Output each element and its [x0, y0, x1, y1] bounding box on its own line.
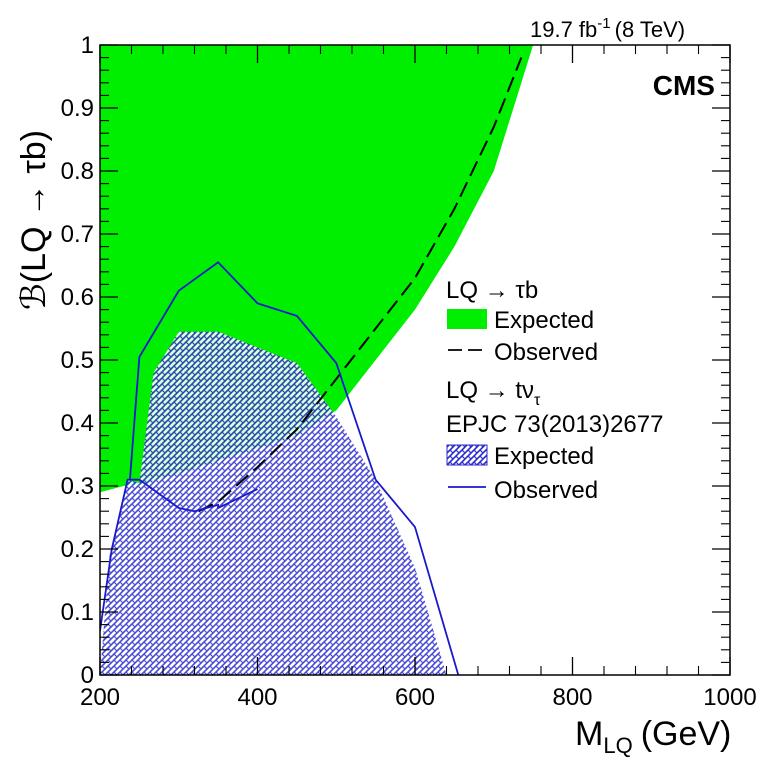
plot-area [100, 45, 534, 675]
tau-b-observed-line [197, 57, 523, 513]
x-tick-label: 400 [237, 684, 277, 711]
legend-group2-header: LQ → tντ [446, 377, 541, 409]
y-tick-label: 0.5 [61, 347, 94, 374]
x-tick-label: 1000 [703, 684, 756, 711]
lumi-value: 19.7 fb [530, 17, 597, 42]
x-tick-label: 600 [395, 684, 435, 711]
y-tick-label: 0.8 [61, 158, 94, 185]
y-axis-title: ℬ(LQ → τb) [15, 130, 53, 310]
legend-t-nu-observed-label: Observed [494, 477, 598, 504]
y-tick-label: 0 [81, 662, 94, 689]
x-axis-title-main: M [575, 715, 603, 753]
legend-group1-header: LQ → τb [446, 277, 538, 304]
x-axis-title: MLQ (GeV) [575, 715, 731, 758]
lumi-energy: (8 TeV) [615, 17, 686, 42]
legend-group2-header-sub: τ [534, 392, 541, 409]
x-tick-label: 200 [80, 684, 120, 711]
axis-ticks: 200 400 600 800 1000 0 0.1 0.2 0.3 0.4 0.5 0.6 0.7 0.… [61, 32, 757, 711]
legend-t-nu-expected-label: Expected [494, 443, 594, 470]
legend-t-nu-expected-swatch [446, 444, 488, 466]
t-nu-observed-line-upper [129, 261, 460, 675]
t-nu-observed-line-lower [100, 478, 258, 632]
t-nu-expected-region [100, 331, 447, 675]
y-tick-label: 0.1 [61, 599, 94, 626]
legend-group2-reference: EPJC 73(2013)2677 [446, 411, 663, 438]
lumi-exponent: -1 [597, 15, 610, 32]
y-tick-label: 1 [81, 32, 94, 59]
y-tick-label: 0.4 [61, 410, 94, 437]
legend-tau-b-expected-label: Expected [494, 307, 594, 334]
luminosity-label: 19.7 fb-1 (8 TeV) [530, 15, 685, 42]
x-axis-title-unit: (GeV) [641, 715, 732, 753]
legend-group2-header-main: LQ → tν [446, 377, 534, 404]
y-tick-label: 0.6 [61, 284, 94, 311]
legend-tau-b-observed-label: Observed [494, 339, 598, 366]
legend-tau-b-expected-swatch [447, 309, 487, 329]
y-tick-label: 0.3 [61, 473, 94, 500]
legend: LQ → τb Expected Observed LQ → tντ EPJC … [446, 277, 663, 504]
x-axis-title-sub: LQ [603, 733, 632, 758]
y-tick-label: 0.9 [61, 95, 94, 122]
experiment-label: CMS [653, 70, 715, 101]
y-tick-label: 0.2 [61, 536, 94, 563]
y-tick-label: 0.7 [61, 221, 94, 248]
x-tick-label: 800 [552, 684, 592, 711]
